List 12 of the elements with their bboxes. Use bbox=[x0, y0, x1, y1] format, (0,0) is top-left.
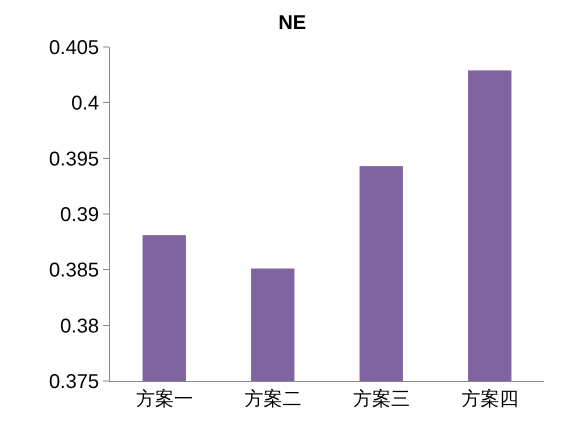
x-tick-label: 方案四 bbox=[461, 388, 518, 410]
y-tick-label: 0.375 bbox=[48, 371, 99, 393]
y-tick-label: 0.39 bbox=[60, 204, 99, 226]
x-tick-label: 方案一 bbox=[136, 388, 193, 410]
x-tick-label: 方案三 bbox=[352, 388, 410, 410]
y-tick-label: 0.395 bbox=[48, 148, 99, 170]
y-tick-label: 0.405 bbox=[48, 37, 99, 59]
y-tick-label: 0.4 bbox=[71, 92, 99, 115]
x-tick-label: 方案二 bbox=[244, 388, 302, 410]
y-tick-label: 0.38 bbox=[60, 315, 99, 338]
y-tick-label: 0.385 bbox=[48, 260, 99, 282]
chart-title: NE bbox=[278, 12, 306, 34]
